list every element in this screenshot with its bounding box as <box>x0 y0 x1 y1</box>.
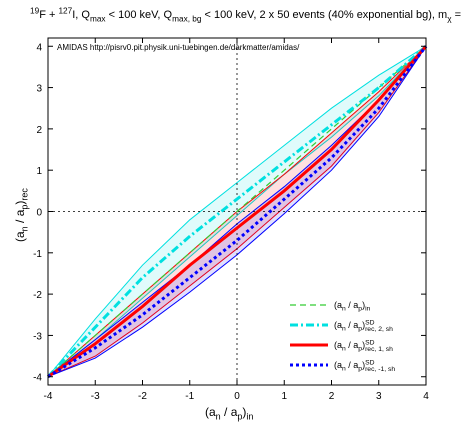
text-part: / a <box>13 209 27 226</box>
text-part: (a <box>334 360 342 370</box>
y-tick-label: 4 <box>36 42 42 53</box>
text-part: / a <box>346 320 359 330</box>
band-line <box>47 45 427 378</box>
subscript: p <box>358 366 362 373</box>
subscript: p <box>358 346 362 353</box>
series-line <box>47 45 427 378</box>
x-tick-label: 1 <box>281 391 287 402</box>
text-part: < 100 keV, Q <box>106 9 173 21</box>
superscript: SD <box>365 359 375 366</box>
text-part: / a <box>221 405 238 419</box>
text-part: / a <box>346 360 359 370</box>
y-axis-label: (an / ap)rec <box>13 188 30 242</box>
text-part: (a <box>334 320 342 330</box>
text-part: I, Q <box>72 9 90 21</box>
x-tick-label: 2 <box>329 391 335 402</box>
text-part: ) <box>242 405 246 419</box>
superscript: SD <box>365 319 375 326</box>
legend-label: (an / ap)SD rec, 2, sh <box>334 319 393 333</box>
y-tick-label: -4 <box>33 373 42 384</box>
subscript: p <box>358 306 362 313</box>
x-tick-label: -3 <box>91 391 100 402</box>
x-tick-label: 3 <box>376 391 382 402</box>
subscript: χ <box>447 14 452 23</box>
x-axis-label: (an / ap)in <box>205 405 253 422</box>
y-tick-label: -3 <box>33 331 42 342</box>
y-tick-label: 1 <box>36 166 42 177</box>
y-tick-label: 2 <box>36 125 42 136</box>
subscript: p <box>20 205 30 210</box>
text-part: / a <box>346 340 359 350</box>
subscript: rec, 2, sh <box>365 326 393 333</box>
text-part: (a <box>13 231 27 242</box>
subscript: rec <box>20 188 30 201</box>
x-tick-label: -2 <box>138 391 147 402</box>
legend-label: (an / ap)SD rec, -1, sh <box>334 359 395 373</box>
series-line <box>47 45 428 378</box>
text-part: ) <box>362 300 365 310</box>
series-line <box>46 45 427 378</box>
subscript: in <box>246 412 253 422</box>
subscript: n <box>342 306 346 313</box>
subscript: max, bg <box>172 14 202 23</box>
y-tick-label: 3 <box>36 84 42 95</box>
subscript: n <box>342 326 346 333</box>
text-part: < 100 keV, 2 x 50 events (40% exponentia… <box>201 9 447 21</box>
annotation: AMIDAS http://pisrv0.pit.physik.uni-tueb… <box>57 43 300 52</box>
x-tick-label: -4 <box>44 391 53 402</box>
subscript: n <box>342 346 346 353</box>
legend-label: (an / ap)in <box>334 300 371 313</box>
subscript: n <box>216 412 221 422</box>
plot-area <box>46 38 428 385</box>
text-part: = 100 GeV <box>452 9 463 21</box>
text-part: ) <box>13 201 27 205</box>
subscript: p <box>237 412 242 422</box>
subscript: n <box>342 366 346 373</box>
chart-title: 19F + 127I, Qmax < 100 keV, Qmax, bg < 1… <box>30 7 463 24</box>
text-part: F + <box>39 9 58 21</box>
subscript: rec, 1, sh <box>365 346 393 353</box>
superscript: SD <box>365 339 375 346</box>
y-tick-label: 0 <box>36 208 42 219</box>
text-part: (a <box>334 340 342 350</box>
text-part: (a <box>205 405 216 419</box>
text-part: ) <box>362 340 365 350</box>
legend-label: (an / ap)SD rec, 1, sh <box>334 339 393 353</box>
text-part: ) <box>362 360 365 370</box>
subscript: in <box>365 306 370 313</box>
y-tick-label: -2 <box>33 290 42 301</box>
x-tick-label: 4 <box>423 391 429 402</box>
subscript: n <box>20 226 30 231</box>
subscript: rec, -1, sh <box>365 366 395 373</box>
superscript: 19 <box>30 7 40 16</box>
x-tick-label: 0 <box>234 391 240 402</box>
series-line <box>47 45 428 378</box>
subscript: p <box>358 326 362 333</box>
superscript: 127 <box>58 7 72 16</box>
y-tick-label: -1 <box>33 249 42 260</box>
x-tick-label: -1 <box>185 391 194 402</box>
text-part: (a <box>334 300 342 310</box>
band-line <box>47 45 427 378</box>
text-part: ) <box>362 320 365 330</box>
subscript: max <box>90 14 106 23</box>
text-part: / a <box>346 300 359 310</box>
